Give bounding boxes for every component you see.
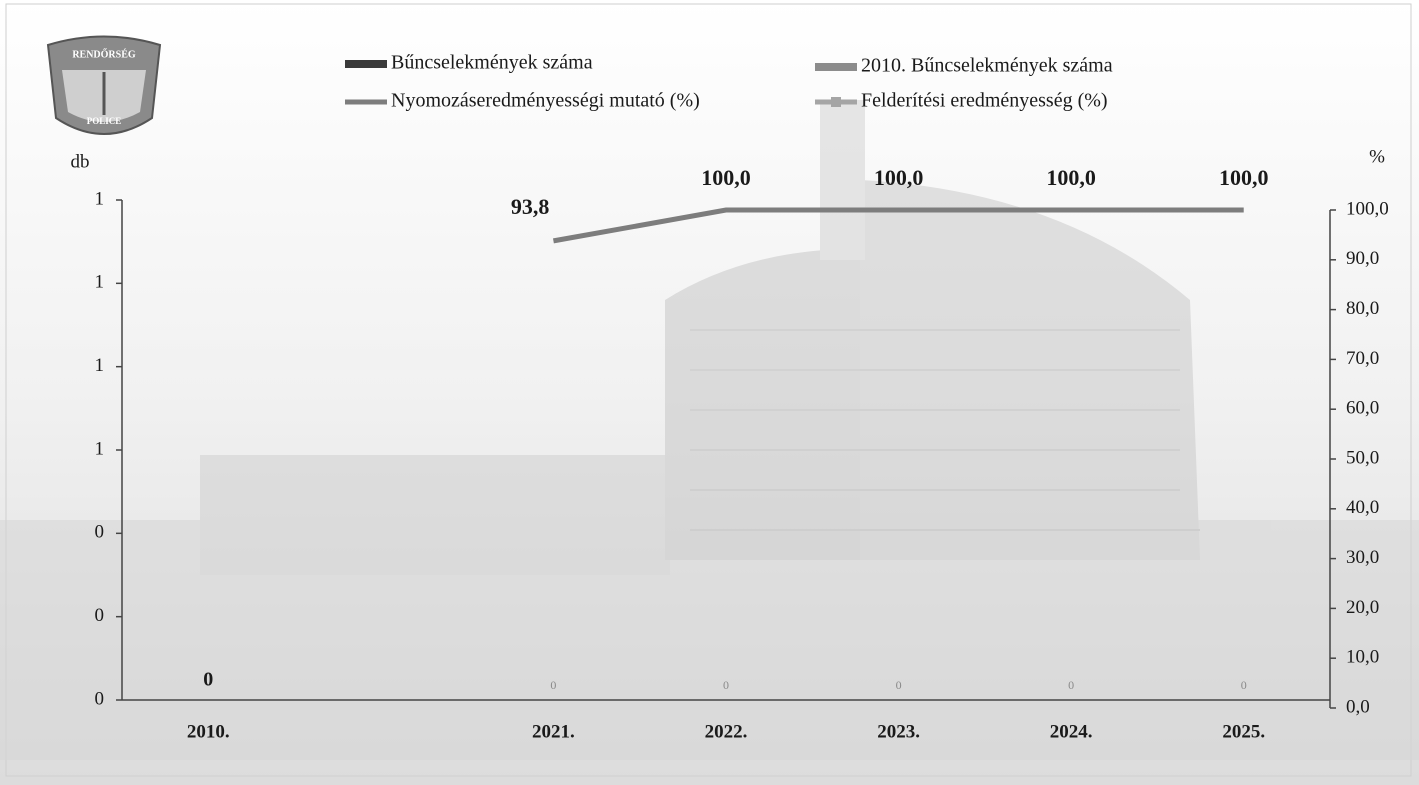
- y2-tick-label: 0,0: [1346, 696, 1370, 717]
- data-label: 100,0: [874, 165, 924, 190]
- legend-label: Felderítési eredményesség (%): [861, 90, 1108, 112]
- y-tick-label: 0: [95, 605, 105, 626]
- y2-tick-label: 80,0: [1346, 298, 1379, 319]
- page: RENDŐRSÉG POLICE db % 00011110,010,020,0…: [0, 0, 1419, 785]
- data-label: 0: [723, 678, 729, 692]
- data-label: 100,0: [1046, 165, 1096, 190]
- logo: RENDŐRSÉG POLICE: [48, 37, 160, 135]
- chart: RENDŐRSÉG POLICE db % 00011110,010,020,0…: [0, 0, 1419, 785]
- y2-tick-label: 90,0: [1346, 248, 1379, 269]
- y2-tick-label: 60,0: [1346, 398, 1379, 419]
- y2-tick-label: 40,0: [1346, 497, 1379, 518]
- data-label: 0: [550, 678, 556, 692]
- y2-tick-label: 30,0: [1346, 547, 1379, 568]
- data-label: 0: [1068, 678, 1074, 692]
- x-tick-label: 2025.: [1222, 721, 1265, 742]
- logo-bottom-text: POLICE: [87, 116, 122, 126]
- y2-tick-label: 50,0: [1346, 447, 1379, 468]
- legend-label: Nyomozáseredményességi mutató (%): [391, 90, 700, 112]
- y-tick-label: 1: [95, 355, 105, 376]
- y-tick-label: 1: [95, 272, 105, 293]
- x-tick-label: 2010.: [187, 721, 230, 742]
- data-label: 0: [1241, 678, 1247, 692]
- y-tick-label: 0: [95, 688, 105, 709]
- legend-swatch: [345, 60, 387, 68]
- y2-axis-label: %: [1369, 146, 1385, 167]
- x-tick-label: 2021.: [532, 721, 575, 742]
- y2-tick-label: 20,0: [1346, 597, 1379, 618]
- y-tick-label: 1: [95, 438, 105, 459]
- logo-top-text: RENDŐRSÉG: [72, 48, 136, 60]
- data-label: 100,0: [1219, 165, 1269, 190]
- legend-marker: [831, 97, 841, 107]
- legend-swatch: [815, 63, 857, 71]
- x-tick-label: 2023.: [877, 721, 920, 742]
- x-tick-label: 2024.: [1050, 721, 1093, 742]
- y-tick-label: 1: [95, 188, 105, 209]
- data-label: 100,0: [701, 165, 751, 190]
- legend-entry: Nyomozáseredményességi mutató (%): [345, 90, 700, 112]
- data-label: 0: [203, 669, 213, 691]
- data-label: 0: [896, 678, 902, 692]
- y2-tick-label: 10,0: [1346, 647, 1379, 668]
- y2-tick-label: 100,0: [1346, 198, 1389, 219]
- x-tick-label: 2022.: [705, 721, 748, 742]
- y-axis-label: db: [71, 151, 90, 172]
- y-tick-label: 0: [95, 522, 105, 543]
- data-label: 93,8: [511, 194, 550, 219]
- y2-tick-label: 70,0: [1346, 348, 1379, 369]
- legend-label: Bűncselekmények száma: [391, 52, 593, 74]
- legend-label: 2010. Bűncselekmények száma: [861, 55, 1113, 77]
